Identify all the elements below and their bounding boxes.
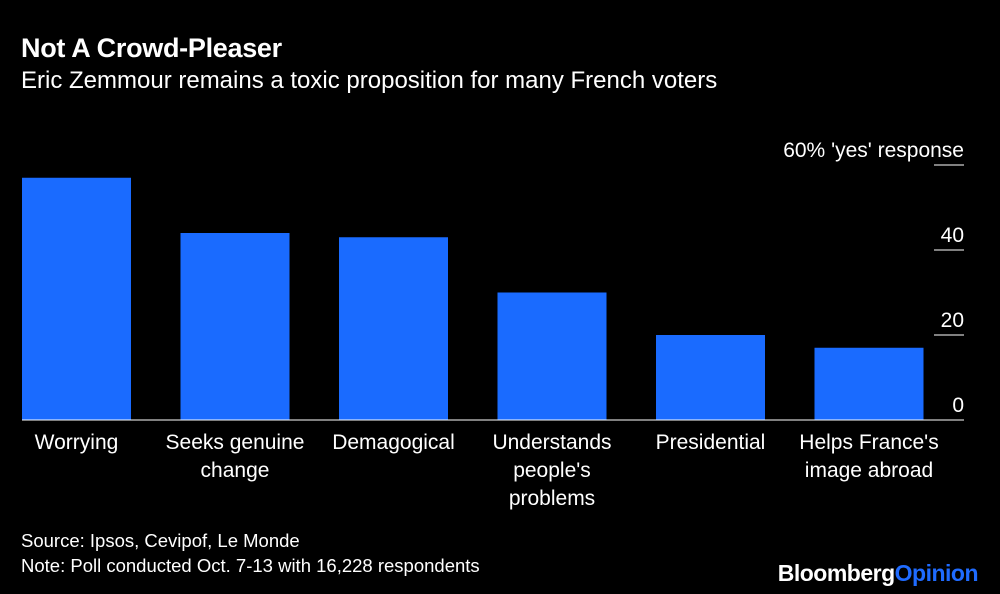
bar-chart: 0 20 40 60% 'yes' response Worrying Seeks ge…: [22, 139, 964, 510]
category-label: Worrying: [35, 431, 119, 454]
bar: [497, 292, 607, 420]
y-axis: 0 20 40 60% 'yes' response: [783, 139, 964, 421]
category-label: Understands people's problems: [492, 431, 611, 510]
category-label: Presidential: [656, 431, 766, 454]
source-text: Source: Ipsos, Cevipof, Le Monde: [21, 530, 300, 551]
x-axis-labels: Worrying Seeks genuine change Demagogical Un…: [35, 431, 939, 510]
y-tick-label: 40: [941, 224, 964, 247]
category-label: Helps France's image abroad: [799, 431, 938, 482]
category-label: Demagogical: [332, 431, 455, 454]
bar: [22, 177, 131, 420]
bar: [180, 233, 290, 420]
bar: [656, 335, 765, 420]
brand-logo: BloombergOpinion: [777, 560, 979, 587]
footer-notes: Source: Ipsos, Cevipof, Le Monde Note: P…: [21, 528, 480, 578]
bar: [814, 347, 924, 420]
y-tick-label: 0: [952, 394, 964, 417]
bars: [22, 177, 924, 420]
chart-title: Not A Crowd-Pleaser: [21, 33, 282, 63]
y-tick-label: 20: [941, 309, 964, 332]
brand-name: Bloomberg: [777, 560, 895, 586]
bar: [339, 237, 448, 420]
y-tick-label: 60% 'yes' response: [783, 139, 964, 162]
brand-suffix: Opinion: [894, 560, 979, 586]
chart-subtitle: Eric Zemmour remains a toxic proposition…: [21, 67, 718, 94]
category-label: Seeks genuine change: [166, 431, 305, 482]
note-text: Note: Poll conducted Oct. 7-13 with 16,2…: [21, 555, 480, 576]
